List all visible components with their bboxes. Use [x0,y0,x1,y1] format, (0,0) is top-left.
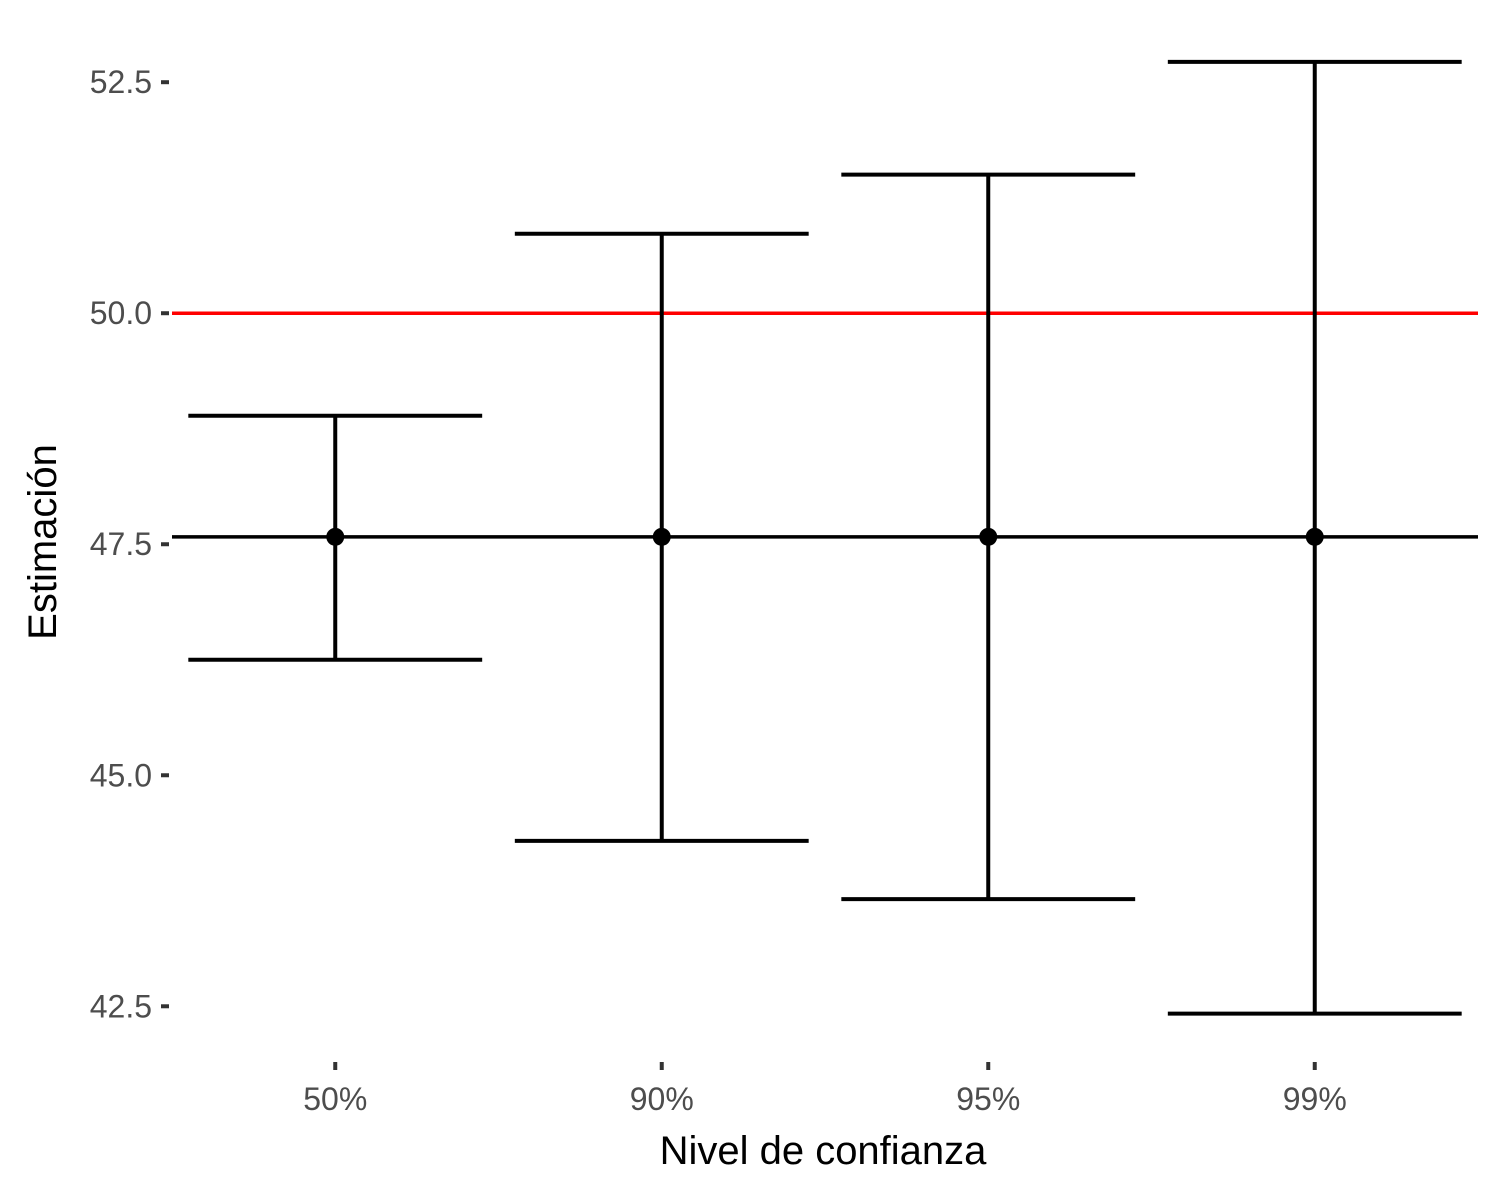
y-tick-label: 47.5 [90,526,152,562]
point-estimate [652,527,671,546]
point-estimates [326,527,1324,546]
x-tick-label: 90% [630,1081,694,1117]
y-tick-label: 52.5 [90,64,152,100]
point-estimate [1305,527,1324,546]
point-estimate [979,527,998,546]
x-tick-label: 95% [956,1081,1020,1117]
point-estimate [326,527,345,546]
y-tick-label: 45.0 [90,757,152,793]
y-tick-label: 50.0 [90,295,152,331]
y-axis-title: Estimación [21,444,65,640]
y-tick-label: 42.5 [90,988,152,1024]
x-tick-label: 50% [303,1081,367,1117]
x-tick-label: 99% [1283,1081,1347,1117]
x-axis-title: Nivel de confianza [660,1129,988,1173]
y-axis: 42.5 45.0 47.5 50.0 52.5 [90,64,169,1024]
reference-lines [172,311,1478,539]
x-axis: 50% 90% 95% 99% [303,1062,1347,1117]
